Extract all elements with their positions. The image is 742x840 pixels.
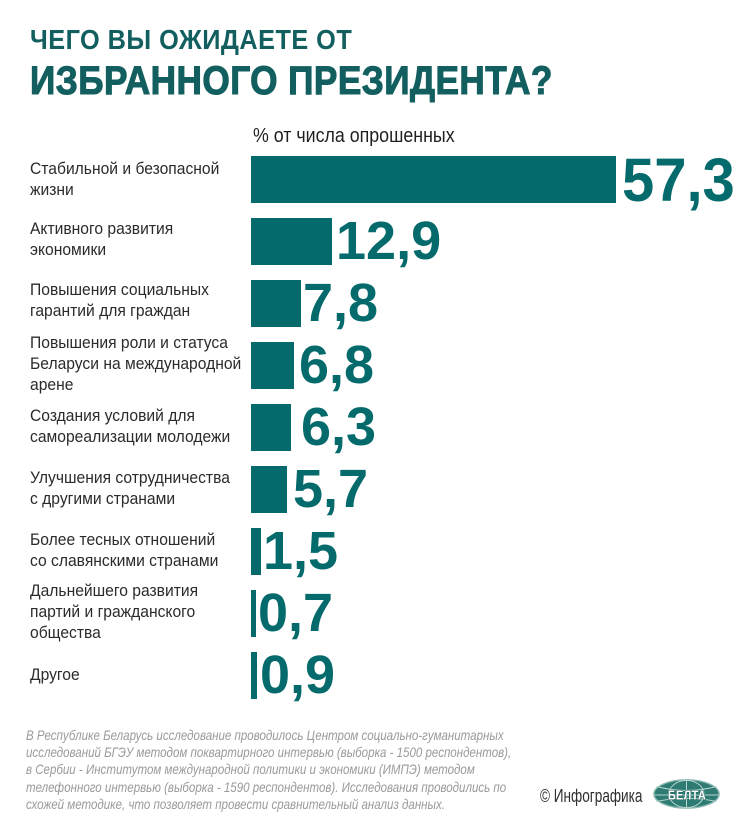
svg-text:БЕЛТА: БЕЛТА bbox=[668, 789, 706, 803]
